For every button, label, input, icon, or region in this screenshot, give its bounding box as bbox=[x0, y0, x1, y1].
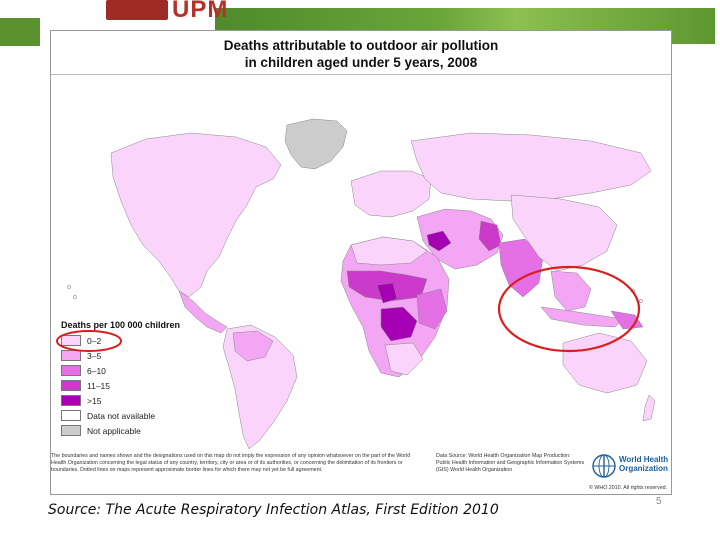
legend-swatch bbox=[61, 350, 81, 361]
legend-item-2: 6–10 bbox=[61, 363, 241, 378]
legend-swatch bbox=[61, 395, 81, 406]
header-banner: UPM bbox=[0, 0, 720, 46]
map-title: Deaths attributable to outdoor air pollu… bbox=[51, 37, 671, 71]
highlight-ellipse-southeast-asia bbox=[497, 265, 641, 353]
who-name-line1: World Health bbox=[619, 455, 669, 464]
map-legend: Deaths per 100 000 children 0–2 3–5 6–10… bbox=[61, 320, 241, 438]
region-north-america bbox=[110, 132, 282, 298]
region-africa-north bbox=[350, 236, 428, 266]
legend-title: Deaths per 100 000 children bbox=[61, 320, 181, 330]
region-iraq-high bbox=[426, 230, 452, 252]
legend-item-0: 0–2 bbox=[61, 333, 241, 348]
map-data-source: Data Source: World Health Organization M… bbox=[436, 453, 585, 474]
legend-item-3: 11–15 bbox=[61, 378, 241, 393]
island-marker bbox=[73, 295, 77, 299]
region-australia bbox=[562, 332, 648, 394]
legend-swatch bbox=[61, 335, 81, 346]
legend-label: Not applicable bbox=[87, 425, 141, 436]
region-east-asia bbox=[510, 194, 618, 272]
region-greenland bbox=[284, 118, 348, 170]
region-europe bbox=[350, 170, 432, 218]
region-southeast-asia bbox=[550, 270, 592, 312]
region-new-zealand bbox=[642, 394, 656, 422]
world-map bbox=[51, 75, 671, 453]
legend-label: Data not available bbox=[87, 410, 156, 421]
legend-item-4: >15 bbox=[61, 393, 241, 408]
legend-label: 3–5 bbox=[87, 350, 102, 361]
legend-item-1: 3–5 bbox=[61, 348, 241, 363]
island-marker bbox=[67, 285, 71, 289]
legend-swatch bbox=[61, 425, 81, 436]
legend-label: >15 bbox=[87, 395, 102, 406]
map-title-line1: Deaths attributable to outdoor air pollu… bbox=[223, 38, 499, 53]
region-pakistan bbox=[478, 220, 502, 252]
page-number: 5 bbox=[656, 496, 662, 507]
map-title-box: Deaths attributable to outdoor air pollu… bbox=[51, 31, 671, 75]
region-south-america-north bbox=[232, 330, 274, 362]
highlight-ellipse-legend bbox=[56, 330, 122, 352]
upm-logo-text: UPM bbox=[172, 0, 229, 23]
who-copyright: © WHO 2010. All rights reserved. bbox=[589, 485, 668, 491]
who-emblem-icon bbox=[592, 454, 616, 478]
legend-highlight-svg bbox=[56, 330, 122, 352]
legend-swatch bbox=[61, 410, 81, 421]
region-central-america bbox=[178, 290, 228, 334]
who-name-line2: Organization bbox=[619, 464, 668, 473]
legend-item-6: Not applicable bbox=[61, 423, 241, 438]
region-southern-africa bbox=[384, 342, 424, 376]
region-south-asia bbox=[498, 238, 544, 298]
map-panel: Deaths attributable to outdoor air pollu… bbox=[50, 30, 672, 495]
map-title-line2: in children aged under 5 years, 2008 bbox=[244, 55, 478, 70]
source-caption: Source: The Acute Respiratory Infection … bbox=[48, 502, 499, 518]
legend-item-5: Data not available bbox=[61, 408, 241, 423]
banner-green-strip bbox=[0, 18, 40, 46]
region-east-africa bbox=[416, 288, 448, 330]
upm-logo: UPM bbox=[50, 0, 227, 23]
legend-label: 6–10 bbox=[87, 365, 106, 376]
legend-label: 0–2 bbox=[87, 335, 102, 346]
upm-emblem-icon bbox=[106, 0, 168, 20]
who-name: World Health Organization bbox=[619, 455, 668, 473]
legend-swatch bbox=[61, 365, 81, 376]
island-marker bbox=[639, 299, 643, 303]
legend-swatch bbox=[61, 380, 81, 391]
legend-label: 11–15 bbox=[87, 380, 111, 391]
region-nigeria bbox=[376, 282, 398, 304]
map-disclaimer: The boundaries and names shown and the d… bbox=[51, 453, 411, 474]
region-russia bbox=[410, 132, 652, 202]
region-central-africa bbox=[380, 306, 418, 342]
